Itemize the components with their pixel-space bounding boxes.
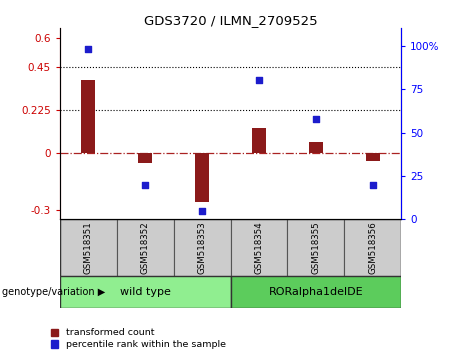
Bar xyxy=(252,128,266,153)
Text: GSM518356: GSM518356 xyxy=(368,221,377,274)
Bar xyxy=(138,153,152,163)
Point xyxy=(198,208,206,213)
Title: GDS3720 / ILMN_2709525: GDS3720 / ILMN_2709525 xyxy=(144,14,317,27)
Bar xyxy=(230,219,287,276)
Bar xyxy=(287,219,344,276)
Text: wild type: wild type xyxy=(120,287,171,297)
Bar xyxy=(117,219,174,276)
Bar xyxy=(309,142,323,153)
Text: GSM518351: GSM518351 xyxy=(84,221,93,274)
Point xyxy=(369,182,376,188)
Bar xyxy=(366,153,380,161)
Bar xyxy=(344,219,401,276)
Point xyxy=(312,116,319,121)
Text: RORalpha1delDE: RORalpha1delDE xyxy=(268,287,363,297)
Bar xyxy=(81,80,95,153)
Bar xyxy=(174,219,230,276)
Text: GSM518353: GSM518353 xyxy=(198,221,207,274)
Bar xyxy=(230,276,401,308)
Point xyxy=(85,46,92,52)
Text: GSM518354: GSM518354 xyxy=(254,221,263,274)
Bar xyxy=(60,219,117,276)
Text: genotype/variation ▶: genotype/variation ▶ xyxy=(2,287,106,297)
Text: GSM518352: GSM518352 xyxy=(141,221,150,274)
Bar xyxy=(60,276,230,308)
Point xyxy=(255,78,263,83)
Point xyxy=(142,182,149,188)
Text: GSM518355: GSM518355 xyxy=(311,221,320,274)
Bar xyxy=(195,153,209,202)
Legend: transformed count, percentile rank within the sample: transformed count, percentile rank withi… xyxy=(51,329,226,349)
